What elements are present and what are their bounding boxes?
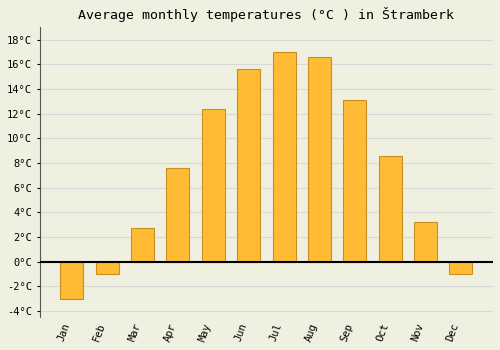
Bar <box>378 155 402 262</box>
Bar <box>308 57 331 262</box>
Bar <box>60 262 83 299</box>
Bar <box>131 228 154 262</box>
Bar <box>202 109 224 262</box>
Bar <box>166 168 190 262</box>
Bar <box>96 262 118 274</box>
Bar <box>272 52 295 262</box>
Bar <box>414 222 437 262</box>
Bar <box>450 262 472 274</box>
Title: Average monthly temperatures (°C ) in Štramberk: Average monthly temperatures (°C ) in Št… <box>78 7 454 22</box>
Bar <box>237 69 260 262</box>
Bar <box>344 100 366 262</box>
